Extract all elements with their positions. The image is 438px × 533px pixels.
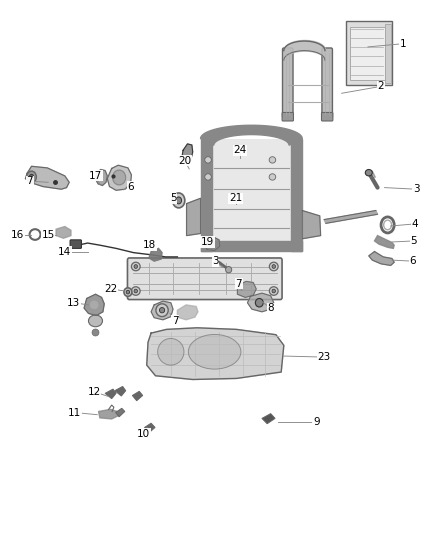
Text: 13: 13 xyxy=(67,298,80,308)
Ellipse shape xyxy=(156,304,168,317)
Text: 8: 8 xyxy=(267,303,274,313)
Text: 7: 7 xyxy=(172,316,179,326)
Text: 9: 9 xyxy=(313,417,320,427)
Text: 17: 17 xyxy=(89,171,102,181)
Polygon shape xyxy=(147,328,284,379)
FancyBboxPatch shape xyxy=(322,48,332,118)
Ellipse shape xyxy=(29,174,34,180)
Polygon shape xyxy=(302,211,321,239)
FancyBboxPatch shape xyxy=(70,240,81,248)
Ellipse shape xyxy=(134,265,138,269)
Ellipse shape xyxy=(113,170,126,185)
Text: 7: 7 xyxy=(26,176,33,186)
Ellipse shape xyxy=(134,289,138,293)
FancyBboxPatch shape xyxy=(212,139,291,241)
Ellipse shape xyxy=(90,301,98,309)
Text: 1: 1 xyxy=(399,39,406,49)
Ellipse shape xyxy=(159,308,165,313)
Polygon shape xyxy=(115,386,126,396)
Text: 24: 24 xyxy=(233,146,247,155)
Polygon shape xyxy=(116,408,125,417)
Text: 16: 16 xyxy=(11,230,24,239)
Ellipse shape xyxy=(158,338,184,365)
Ellipse shape xyxy=(269,157,276,163)
Text: 3: 3 xyxy=(212,256,219,266)
Polygon shape xyxy=(149,248,162,261)
Text: 3: 3 xyxy=(413,184,420,194)
Text: 2: 2 xyxy=(378,82,385,91)
Polygon shape xyxy=(56,227,71,238)
Ellipse shape xyxy=(205,157,211,163)
Polygon shape xyxy=(201,125,302,145)
Text: 18: 18 xyxy=(143,240,156,250)
Ellipse shape xyxy=(27,171,36,183)
FancyBboxPatch shape xyxy=(346,21,392,85)
Ellipse shape xyxy=(272,265,276,269)
Ellipse shape xyxy=(126,290,130,294)
Polygon shape xyxy=(145,423,155,433)
Ellipse shape xyxy=(269,287,278,295)
Text: 21: 21 xyxy=(229,193,242,203)
Text: 6: 6 xyxy=(409,256,416,266)
Polygon shape xyxy=(84,294,104,316)
Text: 10: 10 xyxy=(137,429,150,439)
Polygon shape xyxy=(25,166,69,189)
Text: 12: 12 xyxy=(88,387,101,397)
Ellipse shape xyxy=(131,287,140,295)
Ellipse shape xyxy=(272,289,276,293)
Polygon shape xyxy=(262,414,275,424)
Text: 20: 20 xyxy=(178,156,191,166)
Text: 19: 19 xyxy=(201,237,214,247)
Ellipse shape xyxy=(88,315,102,327)
Polygon shape xyxy=(201,139,212,251)
Polygon shape xyxy=(291,139,302,251)
FancyBboxPatch shape xyxy=(283,48,293,118)
Polygon shape xyxy=(177,305,198,320)
FancyBboxPatch shape xyxy=(127,258,282,300)
Ellipse shape xyxy=(269,262,278,271)
Polygon shape xyxy=(324,211,378,223)
Ellipse shape xyxy=(226,266,232,273)
Polygon shape xyxy=(99,409,118,419)
FancyBboxPatch shape xyxy=(350,27,385,80)
Polygon shape xyxy=(247,293,274,312)
Ellipse shape xyxy=(365,169,372,176)
Polygon shape xyxy=(187,198,201,236)
Text: 6: 6 xyxy=(127,182,134,191)
FancyBboxPatch shape xyxy=(282,112,293,121)
Polygon shape xyxy=(201,241,302,251)
Polygon shape xyxy=(369,252,394,265)
FancyBboxPatch shape xyxy=(385,24,391,83)
Ellipse shape xyxy=(176,197,181,204)
Polygon shape xyxy=(132,391,143,401)
Polygon shape xyxy=(205,237,220,251)
Text: 22: 22 xyxy=(104,284,117,294)
Ellipse shape xyxy=(255,298,263,307)
Polygon shape xyxy=(182,144,193,163)
Ellipse shape xyxy=(269,174,276,180)
Ellipse shape xyxy=(173,193,185,208)
Text: 7: 7 xyxy=(235,279,242,288)
Polygon shape xyxy=(237,281,256,297)
Polygon shape xyxy=(151,301,173,320)
Polygon shape xyxy=(105,389,116,399)
Ellipse shape xyxy=(124,288,132,296)
Text: 5: 5 xyxy=(170,193,177,203)
Polygon shape xyxy=(374,236,394,248)
Ellipse shape xyxy=(131,262,140,271)
Polygon shape xyxy=(95,169,107,185)
Ellipse shape xyxy=(205,174,211,180)
Text: 11: 11 xyxy=(68,408,81,417)
FancyBboxPatch shape xyxy=(321,112,333,121)
Text: 4: 4 xyxy=(412,219,419,229)
Polygon shape xyxy=(107,165,131,190)
Text: 23: 23 xyxy=(318,352,331,362)
Ellipse shape xyxy=(188,335,241,369)
Text: 15: 15 xyxy=(42,230,55,239)
Text: 5: 5 xyxy=(410,236,417,246)
Text: 14: 14 xyxy=(58,247,71,256)
